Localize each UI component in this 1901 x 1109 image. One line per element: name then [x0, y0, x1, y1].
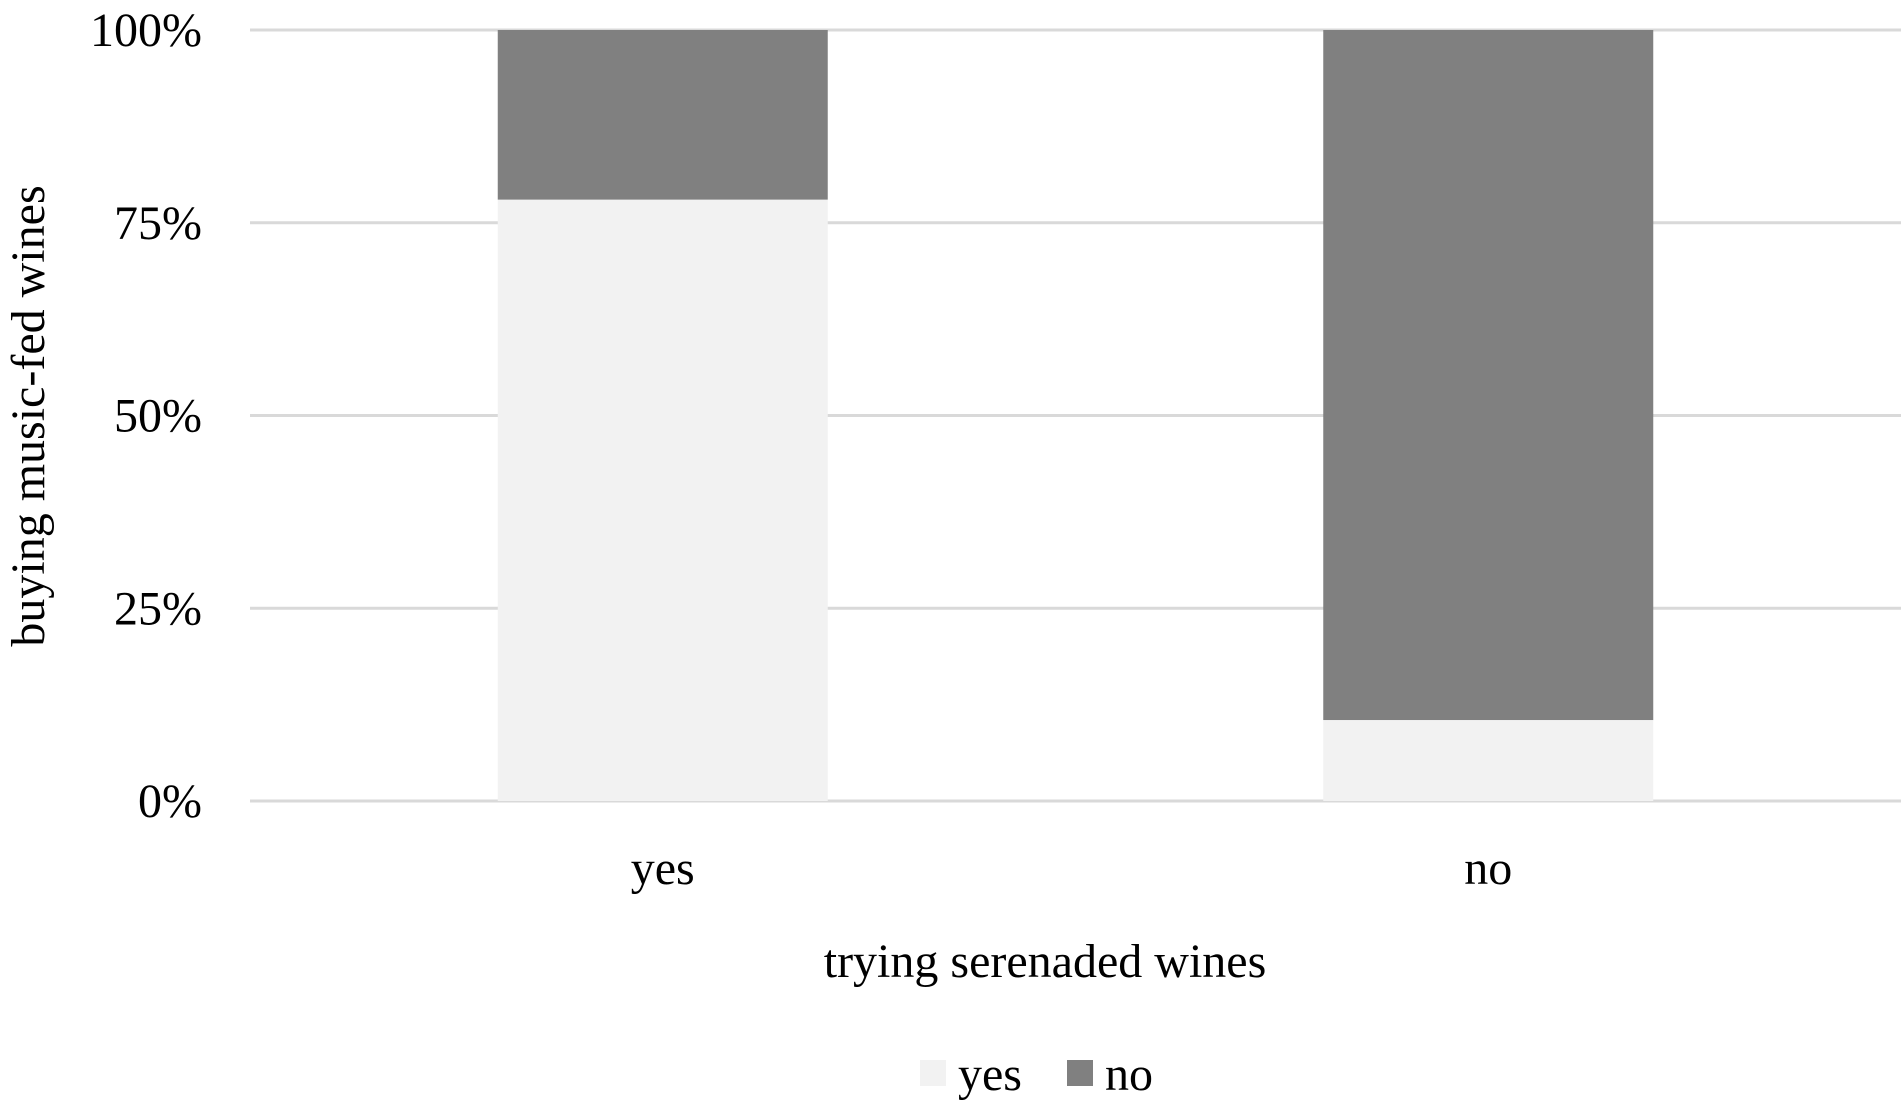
y-tick-label: 25%: [114, 582, 202, 635]
gridlines: [250, 28, 1901, 803]
y-axis-title: buying music-fed wines: [2, 185, 55, 646]
bar-yes-yes: [497, 199, 828, 801]
legend-swatch-no: [1067, 1060, 1093, 1086]
x-axis-categories: yes no: [631, 842, 1512, 895]
x-category-label: no: [1464, 842, 1512, 895]
legend-swatch-yes: [920, 1060, 946, 1086]
bar-no-yes: [497, 30, 828, 200]
bars: [497, 30, 1654, 801]
x-category-label: yes: [631, 842, 695, 895]
x-axis-title: trying serenaded wines: [824, 935, 1267, 988]
legend-label-no: no: [1105, 1048, 1153, 1101]
y-tick-label: 75%: [114, 197, 202, 250]
legend-label-yes: yes: [958, 1048, 1022, 1101]
bar-yes-no: [1323, 720, 1654, 801]
y-tick-label: 0%: [138, 775, 202, 828]
y-tick-label: 50%: [114, 390, 202, 443]
y-tick-label: 100%: [90, 4, 202, 57]
bar-no-no: [1323, 30, 1654, 721]
y-axis-ticks: 0% 25% 50% 75% 100%: [90, 4, 202, 828]
legend: yes no: [920, 1048, 1153, 1101]
